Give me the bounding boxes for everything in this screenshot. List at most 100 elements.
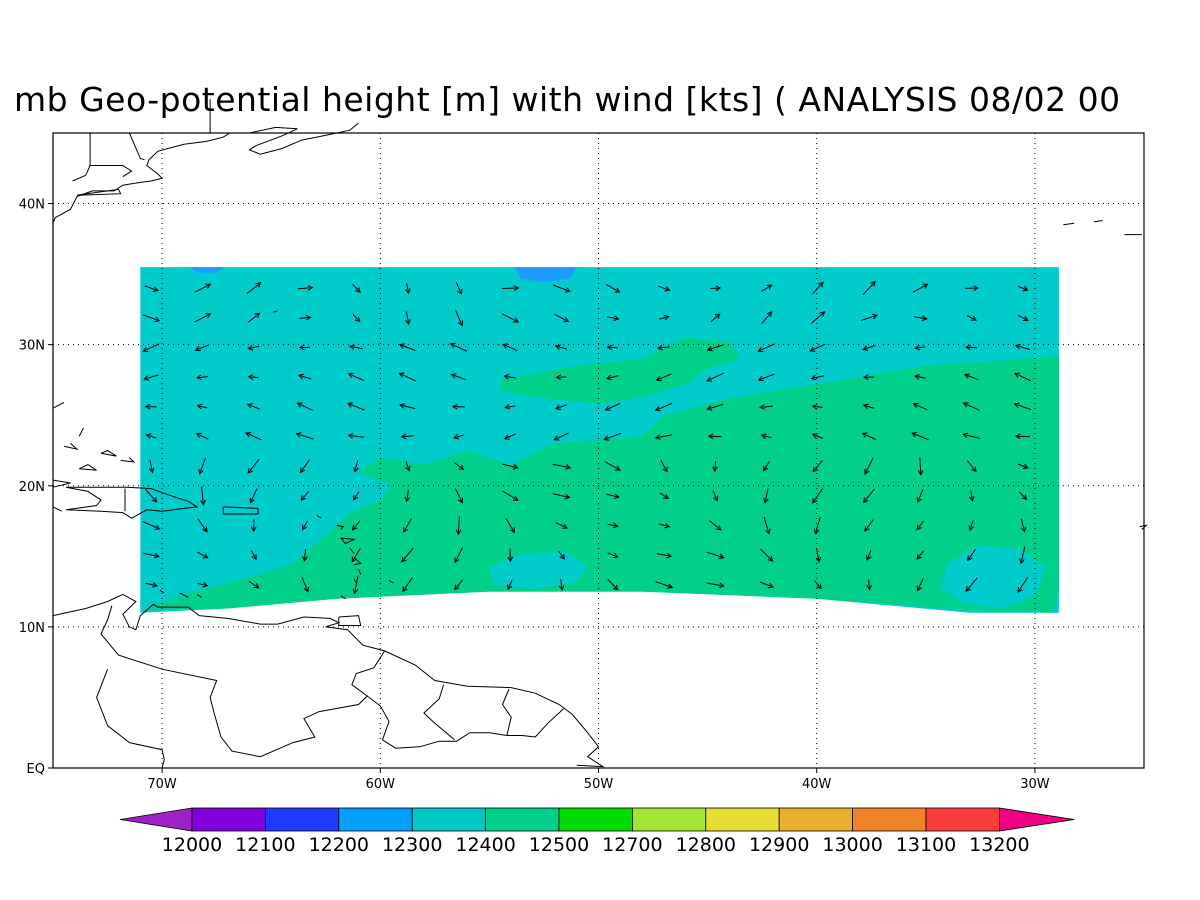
wind-arrow — [911, 432, 929, 441]
wind-arrow — [507, 579, 513, 591]
colorbar-label: 13200 — [969, 834, 1029, 856]
wind-arrow — [302, 548, 308, 562]
wind-arrow — [607, 578, 619, 591]
colorbar-box — [485, 807, 560, 832]
colorbar-box — [191, 807, 266, 832]
coastline — [501, 688, 512, 736]
wind-arrow — [761, 284, 773, 292]
wind-arrow — [247, 458, 260, 474]
wind-arrow — [1013, 372, 1032, 382]
wind-arrow — [453, 462, 465, 471]
colorbar-label: 13100 — [896, 834, 956, 856]
wind-arrow — [809, 343, 826, 352]
wind-arrow — [143, 374, 159, 381]
height-field — [140, 267, 1059, 613]
wind-arrow — [861, 313, 879, 321]
colorbar-low-arrow — [119, 807, 193, 832]
wind-arrow — [248, 580, 260, 589]
wind-arrow — [348, 344, 363, 350]
wind-arrow — [554, 404, 568, 410]
wind-arrow — [965, 285, 980, 292]
colorbar-box — [778, 807, 854, 832]
wind-arrow — [763, 488, 769, 504]
wind-arrow — [917, 457, 924, 476]
colorbar-high-arrow — [999, 807, 1075, 832]
colorbar-box — [925, 807, 1000, 832]
wind-arrow — [451, 403, 465, 410]
wind-arrow — [813, 516, 821, 535]
wind-arrow — [197, 582, 209, 588]
coastline — [273, 310, 278, 313]
wind-arrow — [810, 311, 826, 325]
colorbar-box — [632, 807, 707, 832]
field-band-12300 — [489, 552, 588, 589]
coastline — [1139, 524, 1148, 530]
wind-arrow — [707, 433, 722, 440]
wind-arrow — [351, 520, 361, 531]
coastline — [96, 669, 165, 769]
wind-arrow — [552, 463, 572, 470]
wind-arrow — [455, 309, 464, 327]
wind-arrow — [916, 489, 924, 504]
wind-arrow — [142, 343, 160, 352]
wind-arrow — [759, 404, 773, 410]
coastline — [336, 524, 345, 530]
wind-arrow — [145, 489, 158, 503]
colorbar-box — [411, 807, 487, 832]
wind-arrow — [706, 551, 725, 560]
wind-arrow — [404, 489, 411, 503]
wind-arrow — [607, 552, 619, 559]
wind-arrow — [194, 313, 212, 323]
wind-arrow — [1019, 546, 1026, 565]
coastline — [128, 132, 145, 161]
wind-arrow — [145, 433, 157, 439]
wind-arrow — [398, 343, 416, 351]
wind-arrow — [454, 579, 464, 591]
lat-label: 20N — [19, 480, 45, 495]
wind-arrow — [553, 432, 569, 441]
wind-arrow — [247, 312, 261, 323]
wind-arrow — [604, 403, 621, 411]
wind-arrow — [815, 548, 822, 563]
coastline — [1093, 220, 1103, 223]
wind-arrow — [347, 372, 365, 381]
coastline — [120, 457, 136, 463]
wind-arrow — [247, 374, 259, 380]
wind-arrow — [761, 311, 773, 325]
coastline — [222, 506, 259, 515]
wind-arrow — [555, 374, 567, 380]
coastline — [78, 464, 97, 471]
wind-arrow — [503, 374, 517, 380]
wind-arrow — [757, 373, 775, 382]
wind-arrow — [249, 488, 258, 504]
wind-arrow — [553, 493, 571, 500]
wind-arrow — [962, 432, 981, 439]
wind-arrow — [656, 552, 673, 559]
wind-arrow — [912, 402, 928, 411]
colorbar-label: 12400 — [455, 834, 515, 856]
wind-arrow — [1017, 576, 1029, 593]
wind-arrow — [246, 282, 262, 295]
grid-lines — [53, 133, 1144, 768]
colorbar-label: 12100 — [235, 834, 295, 856]
wind-arrow — [246, 403, 260, 410]
lon-label: 30W — [1020, 777, 1050, 792]
wind-arrow — [351, 548, 361, 563]
wind-arrow — [1018, 285, 1029, 292]
wind-arrow — [250, 550, 257, 561]
coastline — [353, 578, 357, 584]
wind-arrow — [654, 434, 673, 440]
wind-arrow — [297, 373, 312, 380]
wind-arrow — [866, 579, 872, 591]
wind-arrow — [603, 432, 622, 441]
colorbar-label: 13000 — [822, 834, 882, 856]
wind-arrow — [759, 548, 774, 562]
wind-arrow — [810, 374, 825, 381]
wind-arrow — [144, 285, 159, 292]
field-band-12200 — [190, 267, 224, 273]
wind-arrow — [763, 461, 770, 472]
wind-arrow — [916, 520, 924, 531]
wind-arrow — [969, 490, 975, 502]
lat-labels: EQ 10N 20N 30N 40N — [19, 198, 53, 777]
coastline — [358, 568, 362, 575]
